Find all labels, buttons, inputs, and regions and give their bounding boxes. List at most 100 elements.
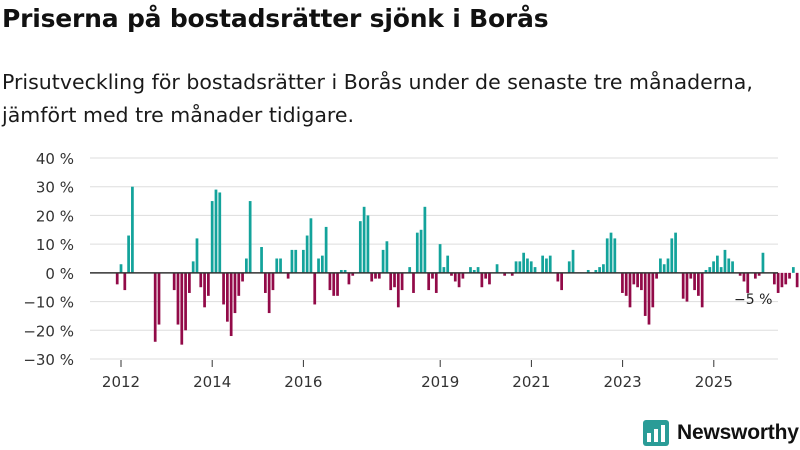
bar (271, 272, 275, 291)
bar (176, 272, 180, 325)
bar (602, 264, 605, 273)
bar (605, 238, 609, 273)
bar (746, 272, 750, 293)
bar (260, 247, 263, 273)
bar (119, 264, 123, 273)
bar (336, 272, 339, 296)
bar (514, 261, 518, 273)
bar (131, 186, 134, 273)
bar (214, 189, 218, 273)
bar (423, 206, 427, 273)
bar (659, 258, 662, 273)
bar (309, 218, 313, 273)
y-tick-label: −30 % (23, 351, 74, 369)
bar (324, 226, 328, 273)
bar (123, 272, 127, 291)
bar (609, 232, 613, 273)
bar (374, 272, 377, 279)
bar (700, 272, 704, 308)
bar (431, 272, 434, 279)
bar (784, 272, 788, 285)
bar (560, 272, 563, 291)
y-axis-tick-labels: 40 % 30 % 20 % 10 % 0 % −10 % −20 % −30 % (23, 150, 74, 369)
x-tick-label: 2012 (102, 373, 140, 391)
y-tick-label: −10 % (23, 294, 74, 312)
bar (510, 272, 514, 276)
bar (226, 272, 229, 322)
bar (533, 267, 537, 273)
bar (545, 258, 548, 273)
bar (313, 272, 317, 305)
bar (207, 272, 210, 296)
bar (708, 267, 712, 273)
bar (218, 192, 222, 273)
bar (358, 221, 362, 273)
bar (685, 272, 689, 302)
bar (518, 261, 522, 273)
bar (598, 267, 601, 273)
bar (647, 272, 651, 325)
y-tick-label: 10 % (36, 236, 74, 254)
bar (495, 264, 499, 273)
bar-chart: 40 %30 %20 %10 %0 %−10 %−20 %−30 % 2012 2… (23, 150, 799, 391)
bar (248, 201, 252, 273)
y-tick-label: −20 % (23, 322, 74, 340)
last-value-annotation: −5 % (734, 292, 772, 308)
bar (279, 258, 282, 273)
chart-title: Priserna på bostadsrätter sjönk i Borås (2, 4, 549, 33)
bar (412, 272, 415, 293)
x-axis-ticks: 2012 2014 2016 2019 2021 2023 2025 (102, 360, 733, 391)
y-tick-label: 0 % (45, 265, 74, 283)
bar (127, 235, 130, 273)
bar (712, 261, 715, 273)
bar (419, 229, 423, 273)
bar (301, 249, 305, 273)
bar (716, 255, 719, 273)
bar (666, 258, 670, 273)
bar (723, 249, 727, 273)
bar (427, 272, 431, 291)
bar (294, 249, 298, 273)
bar (788, 272, 791, 279)
bar (613, 238, 617, 273)
x-tick-label: 2021 (512, 373, 550, 391)
bar (222, 272, 225, 305)
bar (757, 272, 761, 276)
bar (415, 232, 419, 273)
bar (697, 272, 700, 296)
x-tick-label: 2014 (193, 373, 231, 391)
bar (339, 269, 343, 273)
bar (480, 272, 484, 288)
newsworthy-logo-icon (643, 420, 669, 446)
bar (484, 272, 488, 279)
bar (476, 267, 480, 273)
bar (332, 272, 336, 296)
bar (157, 272, 161, 325)
bar (529, 261, 533, 273)
bar (245, 258, 248, 273)
bar (267, 272, 271, 314)
bar (450, 272, 453, 276)
bar (400, 272, 404, 291)
bar (191, 261, 195, 273)
bar (621, 272, 624, 293)
bar (761, 252, 765, 273)
bar (328, 272, 332, 291)
bar (571, 249, 575, 273)
bar (237, 272, 241, 296)
bar (446, 255, 450, 273)
bar (438, 244, 442, 273)
bar (229, 272, 233, 337)
bar (180, 272, 184, 345)
bar (727, 258, 731, 273)
bar (651, 272, 655, 308)
bar (408, 267, 412, 273)
bar (199, 272, 203, 288)
bar (362, 206, 366, 273)
bar (469, 267, 472, 273)
bar (377, 272, 381, 279)
bar (556, 272, 560, 282)
bar (385, 241, 389, 273)
bar (275, 258, 279, 273)
bar (263, 272, 267, 293)
